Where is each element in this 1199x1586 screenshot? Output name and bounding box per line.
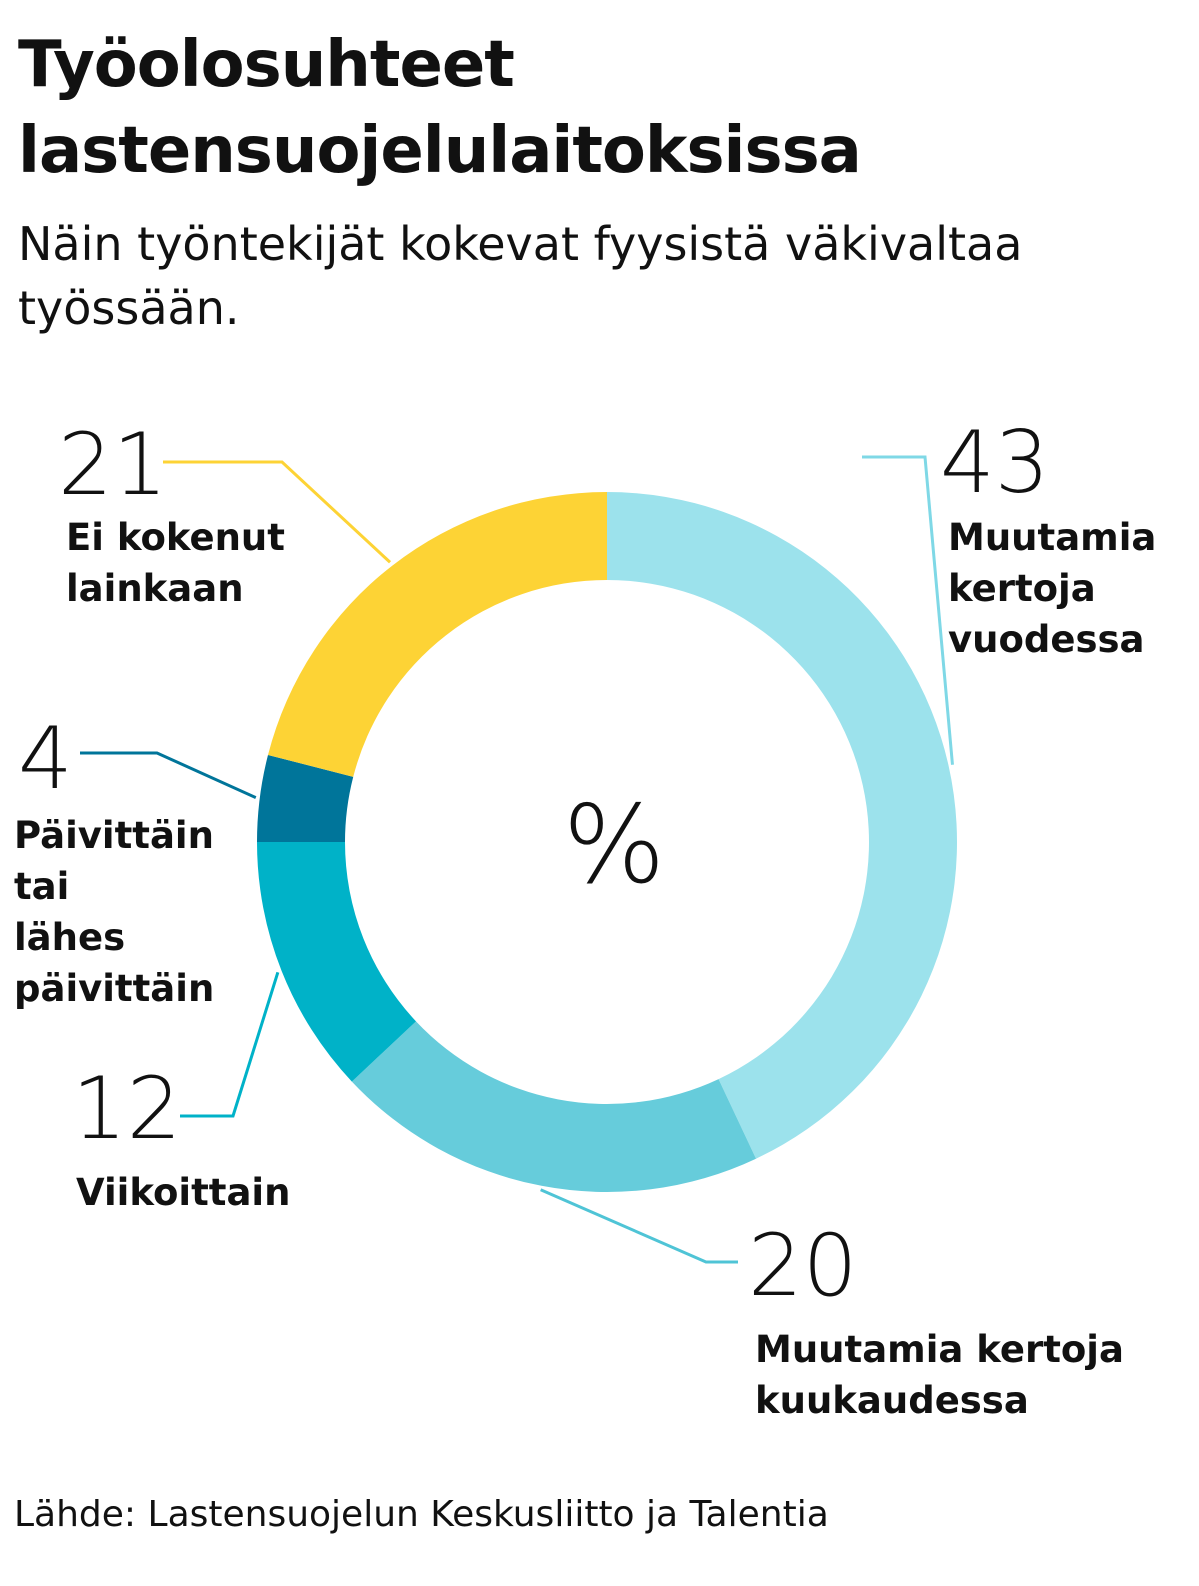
category-label-viikoittain: Viikoittain: [76, 1171, 290, 1214]
value-label-muutamia-kertoja-kuukaudessa: 20: [748, 1216, 857, 1316]
leader-line-muutamia-kertoja-vuodessa: [862, 455, 954, 765]
value-label-ei-kokenut-lainkaan: 21: [58, 415, 167, 515]
slice-ei-kokenut-lainkaan: [267, 492, 607, 777]
slice-muutamia-kertoja-kuukaudessa: [351, 1021, 757, 1193]
category-label-muutamia-kertoja-vuodessa: Muutamia kertoja vuodessa: [948, 516, 1156, 661]
chart-subtitle: Näin työntekijät kokevat fyysistä väkiva…: [18, 217, 1023, 335]
slice-viikoittain: [257, 842, 417, 1082]
source-note: Lähde: Lastensuojelun Keskusliitto ja Ta…: [14, 1494, 829, 1535]
category-label-ei-kokenut-lainkaan: Ei kokenut lainkaan: [66, 516, 285, 610]
category-label-muutamia-kertoja-kuukaudessa: Muutamia kertoja kuukaudessa: [755, 1328, 1124, 1422]
leader-line-viikoittain: [180, 971, 280, 1118]
category-label-paivittain-tai-lahes-paivittain: Päivittäin tai lähes päivittäin: [14, 814, 214, 1010]
chart-title: Työolosuhteet lastensuojelulaitoksissa: [18, 28, 862, 188]
slice-paivittain-tai-lahes-paivittain: [257, 754, 354, 842]
leader-line-ei-kokenut-lainkaan: [163, 460, 392, 564]
value-label-paivittain-tai-lahes-paivittain: 4: [18, 709, 73, 809]
leader-line-paivittain-tai-lahes-paivittain: [80, 751, 257, 799]
value-label-viikoittain: 12: [72, 1059, 181, 1159]
percent-unit-label: %: [563, 783, 666, 908]
leader-line-muutamia-kertoja-kuukaudessa: [540, 1188, 738, 1264]
slice-muutamia-kertoja-vuodessa: [607, 492, 957, 1159]
value-label-muutamia-kertoja-vuodessa: 43: [940, 413, 1049, 513]
